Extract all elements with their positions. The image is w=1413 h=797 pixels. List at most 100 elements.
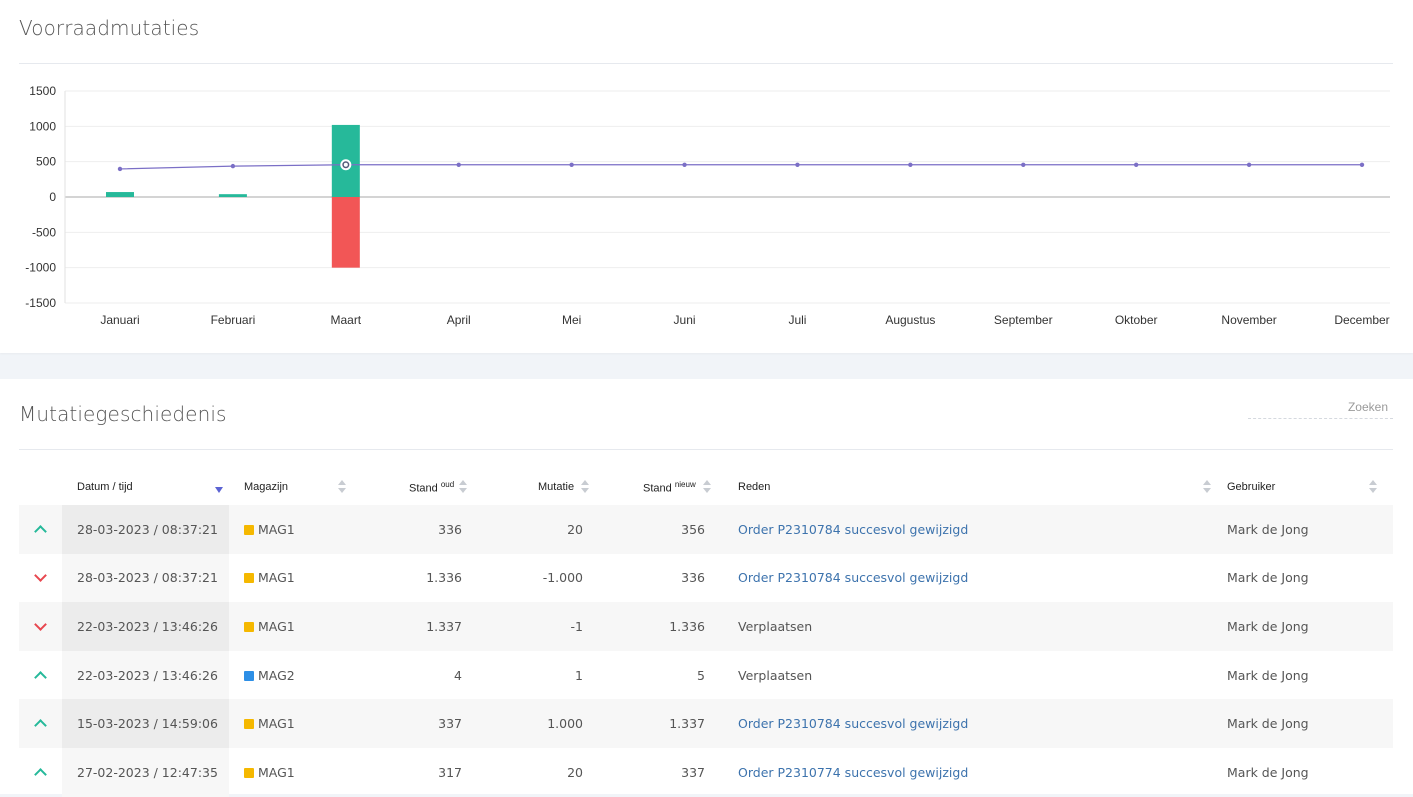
table-header-row: Datum / tijd Magazijn Stand oud Mutatie … [19, 468, 1393, 505]
mutatie-cell: 20 [464, 505, 586, 554]
stand-oud-value: 336 [438, 521, 462, 537]
y-tick-label: 0 [49, 190, 56, 204]
stock-point [117, 166, 123, 172]
x-tick-label: Augustus [885, 313, 935, 327]
stock-point [795, 162, 800, 167]
direction-cell [19, 554, 62, 603]
mutatie-cell: 20 [464, 748, 586, 797]
reden-cell: Verplaatsen [738, 602, 1221, 651]
magazijn-label: MAG1 [258, 521, 295, 537]
sort-desc-icon [215, 487, 223, 493]
stand-oud-cell: 1.337 [358, 602, 464, 651]
stock-point [682, 162, 687, 167]
gebruiker-cell: Mark de Jong [1221, 651, 1393, 700]
reden-cell: Order P2310774 succesvol gewijzigd [738, 748, 1221, 797]
gebruiker-cell: Mark de Jong [1221, 699, 1393, 748]
header-gebruiker[interactable]: Gebruiker [1221, 468, 1393, 505]
table-row[interactable]: 15-03-2023 / 14:59:06 MAG1 337 1.000 1.337 Or… [19, 699, 1393, 748]
mutatie-cell: 1 [464, 651, 586, 700]
magazijn-cell: MAG1 [229, 748, 358, 797]
search-input[interactable] [1248, 398, 1392, 414]
y-tick-label: -500 [32, 225, 56, 239]
mutatie-value: 1.000 [547, 716, 583, 732]
y-tick-label: 500 [36, 155, 56, 169]
header-reden[interactable]: Reden [738, 468, 1221, 505]
header-stand-oud[interactable]: Stand oud [358, 468, 467, 505]
chart-title: Voorraadmutaties [19, 16, 200, 40]
y-tick-label: -1500 [25, 296, 56, 310]
header-mutatie[interactable]: Mutatie [464, 468, 589, 505]
gebruiker-value: Mark de Jong [1227, 764, 1309, 780]
datum-cell: 27-02-2023 / 12:47:35 [62, 747, 229, 797]
header-mutatie-label: Mutatie [538, 481, 575, 493]
spacer-cell [708, 554, 738, 603]
magazijn-cell: MAG1 [229, 554, 358, 603]
x-tick-label: April [447, 313, 471, 327]
gebruiker-cell: Mark de Jong [1221, 505, 1393, 554]
header-magazijn-label: Magazijn [244, 481, 289, 493]
reden-link[interactable]: Order P2310784 succesvol gewijzigd [738, 716, 969, 732]
stand-nieuw-value: 336 [681, 570, 705, 586]
reden-link[interactable]: Order P2310784 succesvol gewijzigd [738, 521, 969, 537]
header-datum[interactable]: Datum / tijd [62, 468, 229, 505]
direction-cell [19, 699, 62, 748]
stand-nieuw-cell: 1.336 [586, 602, 708, 651]
magazijn-cell: MAG1 [229, 602, 358, 651]
table-row[interactable]: 22-03-2023 / 13:46:26 MAG1 1.337 -1 1.336 Ver… [19, 602, 1393, 651]
direction-cell [19, 748, 62, 797]
magazijn-cell: MAG2 [229, 651, 358, 700]
table-row[interactable]: 28-03-2023 / 08:37:21 MAG1 1.336 -1.000 336 O… [19, 553, 1393, 603]
header-stand-nieuw-label: Stand [643, 482, 672, 495]
stand-oud-cell: 337 [358, 699, 464, 748]
bar-increase [106, 192, 134, 197]
table-row[interactable]: 27-02-2023 / 12:47:35 MAG1 317 20 337 Order P… [19, 747, 1393, 797]
stand-nieuw-cell: 336 [586, 554, 708, 603]
spacer-cell [708, 505, 738, 554]
x-tick-label: Juli [788, 313, 806, 327]
stock-point [1246, 162, 1252, 167]
header-gebruiker-label: Gebruiker [1227, 481, 1276, 493]
stock-point [1021, 162, 1026, 167]
reden-link[interactable]: Order P2310784 succesvol gewijzigd [738, 570, 969, 586]
stock-point [908, 162, 913, 167]
table-row[interactable]: 28-03-2023 / 08:37:21 MAG1 336 20 356 Order P… [19, 505, 1393, 554]
magazijn-label: MAG2 [258, 667, 295, 683]
x-tick-label: December [1334, 313, 1389, 327]
datum-cell: 22-03-2023 / 13:46:26 [62, 602, 229, 651]
gebruiker-value: Mark de Jong [1227, 667, 1309, 683]
chevron-up-icon [34, 767, 47, 781]
gebruiker-value: Mark de Jong [1227, 570, 1309, 586]
magazijn-cell: MAG1 [229, 699, 358, 748]
chevron-up-icon [34, 524, 47, 538]
table-title: Mutatiegeschiedenis [19, 402, 227, 426]
magazijn-label: MAG1 [258, 570, 295, 586]
spacer-cell [708, 602, 738, 651]
warehouse-color-icon [244, 719, 254, 730]
direction-cell [19, 505, 62, 554]
header-stand-oud-sup: oud [440, 480, 455, 489]
spacer-cell [708, 699, 738, 748]
header-stand-nieuw[interactable]: Stand nieuw [586, 468, 711, 505]
sort-icon [703, 480, 711, 494]
magazijn-label: MAG1 [258, 716, 295, 732]
mutatie-cell: -1 [464, 602, 586, 651]
reden-cell: Verplaatsen [738, 651, 1221, 700]
sort-icon [1369, 480, 1377, 494]
magazijn-label: MAG1 [258, 764, 295, 780]
y-tick-label: -1000 [25, 261, 56, 275]
table-row[interactable]: 22-03-2023 / 13:46:26 MAG2 4 1 5 Verplaatsen M… [19, 650, 1393, 700]
chart-divider [19, 63, 1393, 64]
header-magazijn[interactable]: Magazijn [229, 468, 358, 505]
stand-oud-value: 4 [454, 667, 462, 683]
stand-nieuw-cell: 356 [586, 505, 708, 554]
y-tick-label: 1000 [29, 119, 56, 133]
mutatie-cell: 1.000 [464, 699, 586, 748]
stock-line [119, 164, 1362, 170]
bar-increase [218, 194, 247, 197]
bar-decrease [331, 197, 360, 268]
mutation-chart: 1500 1000 500 0 -500 -1000 -1500 Januari Februar… [25, 84, 1390, 327]
x-tick-label: Maart [330, 313, 361, 327]
stock-point [1359, 162, 1365, 167]
stand-oud-cell: 1.336 [358, 554, 464, 603]
reden-link[interactable]: Order P2310774 succesvol gewijzigd [738, 764, 969, 780]
